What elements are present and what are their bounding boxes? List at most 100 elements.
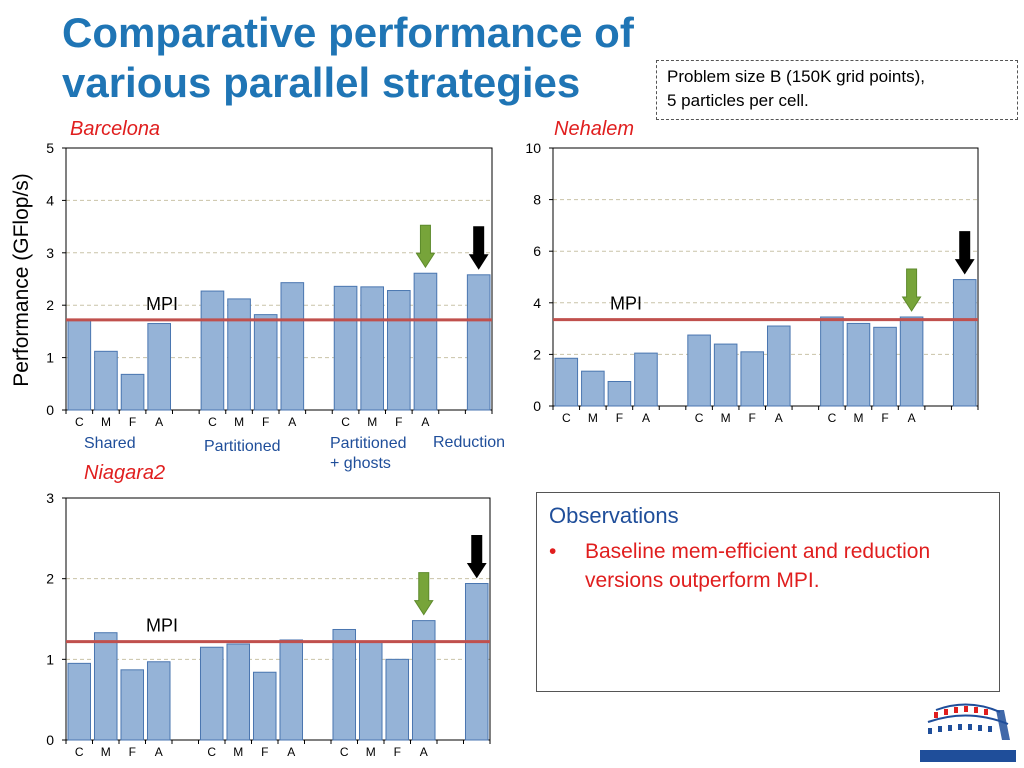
chart1-y-tick-label: 6 (533, 243, 541, 259)
chart2-y-tick-label: 1 (46, 651, 54, 667)
chart2-bar (93, 632, 118, 741)
chart1-x-tick-label: M (853, 411, 863, 425)
chart1-y-tick-label: 4 (533, 295, 541, 311)
chart0-x-tick-label: M (101, 415, 111, 429)
chart0-x-tick-label: A (421, 415, 429, 429)
chart1-bar (899, 316, 924, 407)
chart2-black-arrow-icon (466, 535, 487, 579)
chart0-bar (120, 373, 145, 411)
chart1-bar (740, 351, 765, 407)
chart0-bar (466, 274, 491, 411)
chart0-x-tick-label: M (234, 415, 244, 429)
chart2-bar (252, 671, 277, 741)
chart2-x-tick-label: M (101, 745, 111, 759)
group-label-partitioned-ghosts-line-1: Partitioned (330, 435, 407, 452)
chart2-bar (199, 646, 224, 741)
chart2-x-tick-label: C (340, 745, 349, 759)
problem-note-line-2: 5 particles per cell. (667, 91, 809, 110)
observation-text: Baseline mem-efficient and reduction ver… (585, 540, 931, 592)
chart2-bar (464, 583, 489, 741)
chart0-bar (386, 290, 411, 411)
chart1-x-tick-label: C (562, 411, 571, 425)
chart0-bar (413, 272, 438, 411)
chart1-y-tick-label: 0 (533, 398, 541, 414)
chart0-x-tick-label: F (129, 415, 136, 429)
chart2-x-tick-label: F (394, 745, 401, 759)
group-label-reduction: Reduction (433, 434, 506, 451)
chart2-bar (385, 658, 410, 741)
berkeley-lab-logo-icon (920, 703, 1016, 762)
chart2-bar (146, 661, 171, 741)
chart0-bar (280, 282, 305, 411)
chart1-y-tick-label: 2 (533, 346, 541, 362)
chart0-x-tick-label: F (395, 415, 402, 429)
chart1-bar (952, 279, 977, 407)
chart-name-nehalem: Nehalem (554, 118, 635, 140)
bullet-icon: • (549, 540, 557, 563)
observations-box: Observations • Baseline mem-efficient an… (536, 492, 1000, 692)
chart2-bar (120, 669, 145, 741)
chart0-y-tick-label: 0 (46, 402, 54, 418)
chart1-x-tick-label: F (749, 411, 756, 425)
chart2-x-tick-label: F (129, 745, 136, 759)
chart1-bar (634, 352, 658, 407)
chart2-green-arrow-icon (413, 572, 434, 616)
chart2-x-tick-label: M (233, 745, 243, 759)
chart0-bar (147, 323, 172, 411)
chart1-bar (687, 334, 711, 407)
chart2-mpi-label: MPI (146, 616, 178, 636)
observations-title: Observations (549, 503, 679, 528)
chart1-bar (820, 316, 844, 407)
chart1-bar (581, 370, 605, 407)
chart0-x-tick-label: A (155, 415, 163, 429)
chart2-y-tick-label: 2 (46, 571, 54, 587)
chart1-bar (554, 357, 579, 407)
chart2-x-tick-label: C (207, 745, 216, 759)
chart1-bar (607, 380, 632, 407)
chart0-bar (94, 350, 118, 411)
chart2-x-tick-label: A (155, 745, 163, 759)
group-label-partitioned-ghosts: Partitioned + ghosts (330, 434, 407, 474)
chart0-y-tick-label: 1 (46, 350, 54, 366)
chart1-bar (873, 326, 897, 407)
chart0-x-tick-label: F (262, 415, 269, 429)
group-label-shared: Shared (84, 435, 136, 452)
chart0-bar (227, 298, 251, 411)
chart2-x-tick-label: A (420, 745, 428, 759)
chart1-mpi-label: MPI (610, 294, 642, 314)
chart1-green-arrow-icon (901, 268, 922, 312)
chart0-x-tick-label: C (208, 415, 217, 429)
chart0-x-tick-label: M (367, 415, 377, 429)
chart1-x-tick-label: M (588, 411, 598, 425)
chart0-x-tick-label: C (75, 415, 84, 429)
chart2-bar (67, 662, 92, 741)
chart2-bar (411, 620, 436, 741)
chart2-y-tick-label: 0 (46, 732, 54, 748)
chart1-x-tick-label: A (908, 411, 916, 425)
chart0-bar (333, 285, 358, 411)
chart0-bar (253, 314, 278, 411)
chart2-x-tick-label: M (366, 745, 376, 759)
chart2-bar (279, 639, 304, 741)
chart1-x-tick-label: C (695, 411, 704, 425)
chart0-black-arrow-icon (468, 226, 489, 270)
chart2-y-tick-label: 3 (46, 490, 54, 506)
chart1-x-tick-label: A (642, 411, 650, 425)
chart0-y-tick-label: 2 (46, 297, 54, 313)
group-label-partitioned-ghosts-line-2: + ghosts (330, 455, 391, 472)
chart1-bar (766, 325, 791, 407)
page-title: Comparative performance of various paral… (62, 9, 634, 106)
chart0-y-tick-label: 4 (46, 192, 54, 208)
chart2-bar (332, 628, 357, 741)
chart1-y-tick-label: 10 (525, 140, 541, 156)
chart1-x-tick-label: F (881, 411, 888, 425)
chart1-bar (846, 322, 871, 407)
chart1-x-tick-label: C (828, 411, 837, 425)
chart1-x-tick-label: M (721, 411, 731, 425)
chart0-x-tick-label: A (288, 415, 296, 429)
observation-item: • Baseline mem-efficient and reduction v… (549, 537, 987, 595)
chart2-x-tick-label: A (287, 745, 295, 759)
chart1-x-tick-label: F (616, 411, 623, 425)
chart1-y-tick-label: 8 (533, 192, 541, 208)
